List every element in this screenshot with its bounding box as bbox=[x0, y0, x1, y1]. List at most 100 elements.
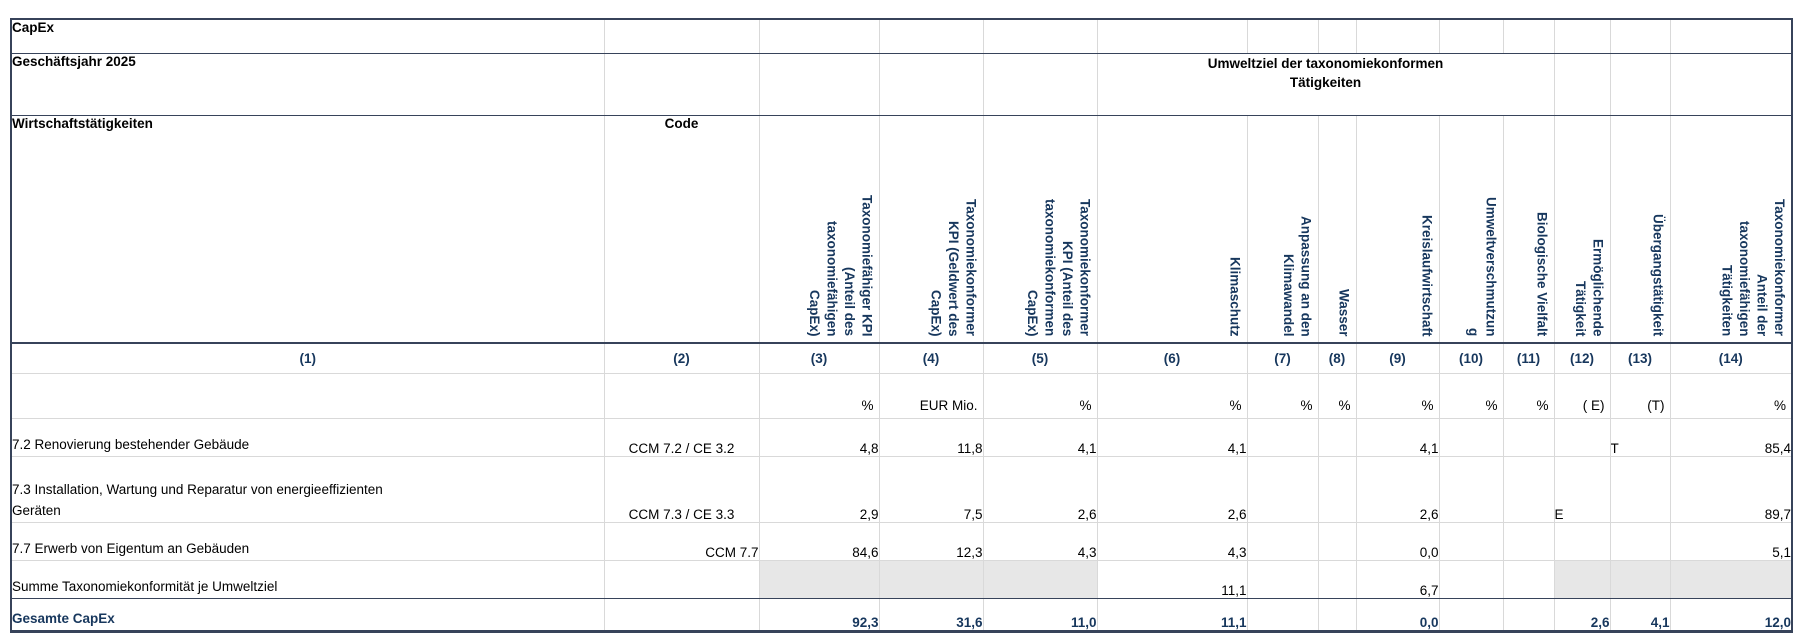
col-number[interactable]: (3) bbox=[758, 342, 880, 374]
data-cell[interactable]: 6,7 bbox=[1355, 559, 1440, 599]
header-circular-economy[interactable]: Kreislaufwirtschaft bbox=[1355, 114, 1440, 344]
col-number[interactable]: (13) bbox=[1609, 342, 1671, 374]
data-cell[interactable] bbox=[1246, 455, 1319, 523]
data-cell[interactable]: 2,6 bbox=[1096, 455, 1248, 523]
total-cell[interactable] bbox=[1317, 597, 1357, 631]
col-number[interactable]: (10) bbox=[1438, 342, 1504, 374]
enabling-flag-cell[interactable]: E bbox=[1553, 455, 1611, 523]
data-cell[interactable]: 7,5 bbox=[878, 455, 984, 523]
shaded-cell[interactable] bbox=[1669, 559, 1793, 599]
shaded-cell[interactable] bbox=[1553, 559, 1611, 599]
empty-cell[interactable] bbox=[603, 597, 760, 631]
header-climate-mitigation[interactable]: Klimaschutz bbox=[1096, 114, 1248, 344]
empty-cell[interactable] bbox=[878, 52, 984, 116]
data-cell[interactable] bbox=[1317, 417, 1357, 457]
activity-code[interactable]: CCM 7.7 bbox=[603, 521, 760, 561]
unit-cell[interactable]: % bbox=[1096, 372, 1248, 419]
unit-cell[interactable] bbox=[10, 372, 605, 419]
data-cell[interactable]: 89,7 bbox=[1669, 455, 1793, 523]
empty-cell[interactable] bbox=[603, 52, 760, 116]
data-cell[interactable] bbox=[1438, 455, 1504, 523]
summary-label[interactable]: Summe Taxonomiekonformität je Umweltziel bbox=[10, 559, 605, 599]
transitional-flag-cell[interactable] bbox=[1609, 455, 1671, 523]
col-number[interactable]: (1) bbox=[10, 342, 605, 374]
empty-cell[interactable] bbox=[1502, 19, 1555, 54]
total-cell[interactable]: 92,3 bbox=[758, 597, 880, 631]
data-cell[interactable] bbox=[1246, 559, 1319, 599]
data-cell[interactable]: 4,1 bbox=[982, 417, 1098, 457]
unit-cell[interactable]: ( E) bbox=[1553, 372, 1611, 419]
total-cell[interactable]: 4,1 bbox=[1609, 597, 1671, 631]
total-cell[interactable]: 31,6 bbox=[878, 597, 984, 631]
total-cell[interactable]: 12,0 bbox=[1669, 597, 1793, 631]
col-number[interactable]: (11) bbox=[1502, 342, 1555, 374]
empty-cell[interactable] bbox=[982, 52, 1098, 116]
empty-cell[interactable] bbox=[1553, 19, 1611, 54]
activity-label[interactable]: 7.3 Installation, Wartung und Reparatur … bbox=[10, 455, 605, 523]
header-taxonomy-aligned-kpi-value[interactable]: Taxonomiekonformer KPI (Geldwert des Cap… bbox=[878, 114, 984, 344]
empty-cell[interactable] bbox=[1609, 52, 1671, 116]
col-number[interactable]: (7) bbox=[1246, 342, 1319, 374]
data-cell[interactable]: 0,0 bbox=[1355, 521, 1440, 561]
data-cell[interactable] bbox=[1246, 521, 1319, 561]
enabling-flag-cell[interactable] bbox=[1553, 417, 1611, 457]
empty-cell[interactable] bbox=[1355, 19, 1440, 54]
data-cell[interactable] bbox=[1438, 559, 1504, 599]
data-cell[interactable] bbox=[1246, 417, 1319, 457]
data-cell[interactable]: 4,1 bbox=[1355, 417, 1440, 457]
total-cell[interactable] bbox=[1438, 597, 1504, 631]
activity-label[interactable]: 7.7 Erwerb von Eigentum an Gebäuden bbox=[10, 521, 605, 561]
empty-cell[interactable] bbox=[982, 19, 1098, 54]
col-number[interactable]: (6) bbox=[1096, 342, 1248, 374]
header-code[interactable]: Code bbox=[603, 114, 760, 344]
col-number[interactable]: (12) bbox=[1553, 342, 1611, 374]
unit-cell[interactable]: % bbox=[1246, 372, 1319, 419]
unit-cell[interactable]: EUR Mio. bbox=[878, 372, 984, 419]
page-title[interactable]: CapEx bbox=[10, 19, 605, 54]
header-pollution[interactable]: Umweltverschmutzun g bbox=[1438, 114, 1504, 344]
empty-cell[interactable] bbox=[1669, 19, 1793, 54]
data-cell[interactable] bbox=[1502, 559, 1555, 599]
data-cell[interactable]: 2,9 bbox=[758, 455, 880, 523]
total-cell[interactable]: 2,6 bbox=[1553, 597, 1611, 631]
unit-cell[interactable]: % bbox=[1355, 372, 1440, 419]
data-cell[interactable] bbox=[1502, 455, 1555, 523]
data-cell[interactable]: 5,1 bbox=[1669, 521, 1793, 561]
data-cell[interactable] bbox=[1317, 559, 1357, 599]
shaded-cell[interactable] bbox=[758, 559, 880, 599]
header-transitional-activity[interactable]: Übergangstätigkeit bbox=[1609, 114, 1671, 344]
col-number[interactable]: (9) bbox=[1355, 342, 1440, 374]
total-cell[interactable]: 11,1 bbox=[1096, 597, 1248, 631]
unit-cell[interactable]: (T) bbox=[1609, 372, 1671, 419]
empty-cell[interactable] bbox=[1609, 19, 1671, 54]
data-cell[interactable]: 12,3 bbox=[878, 521, 984, 561]
data-cell[interactable] bbox=[1438, 417, 1504, 457]
empty-cell[interactable] bbox=[603, 559, 760, 599]
data-cell[interactable] bbox=[1438, 521, 1504, 561]
col-number[interactable]: (4) bbox=[878, 342, 984, 374]
unit-cell[interactable]: % bbox=[1669, 372, 1793, 419]
env-objective-band-header[interactable]: Umweltziel der taxonomiekonformen Tätigk… bbox=[1096, 52, 1555, 116]
col-number[interactable]: (5) bbox=[982, 342, 1098, 374]
data-cell[interactable] bbox=[1502, 417, 1555, 457]
unit-cell[interactable]: % bbox=[758, 372, 880, 419]
data-cell[interactable]: 84,6 bbox=[758, 521, 880, 561]
col-number[interactable]: (14) bbox=[1669, 342, 1793, 374]
data-cell[interactable]: 4,3 bbox=[982, 521, 1098, 561]
header-water[interactable]: Wasser bbox=[1317, 114, 1357, 344]
activity-code[interactable]: CCM 7.3 / CE 3.3 bbox=[603, 455, 760, 523]
header-taxonomy-eligible-kpi[interactable]: Taxonomiefähiger KPI (Anteil des taxonom… bbox=[758, 114, 880, 344]
unit-cell[interactable]: % bbox=[982, 372, 1098, 419]
shaded-cell[interactable] bbox=[878, 559, 984, 599]
header-enabling-activity[interactable]: Ermöglichende Tätigkeit bbox=[1553, 114, 1611, 344]
activity-label[interactable]: 7.2 Renovierung bestehender Gebäude bbox=[10, 417, 605, 457]
transitional-flag-cell[interactable] bbox=[1609, 521, 1671, 561]
fiscal-year-label[interactable]: Geschäftsjahr 2025 bbox=[10, 52, 605, 116]
enabling-flag-cell[interactable] bbox=[1553, 521, 1611, 561]
data-cell[interactable]: 11,1 bbox=[1096, 559, 1248, 599]
empty-cell[interactable] bbox=[1246, 19, 1319, 54]
transitional-flag-cell[interactable]: T bbox=[1609, 417, 1671, 457]
unit-cell[interactable]: % bbox=[1317, 372, 1357, 419]
data-cell[interactable]: 4,1 bbox=[1096, 417, 1248, 457]
empty-cell[interactable] bbox=[758, 52, 880, 116]
